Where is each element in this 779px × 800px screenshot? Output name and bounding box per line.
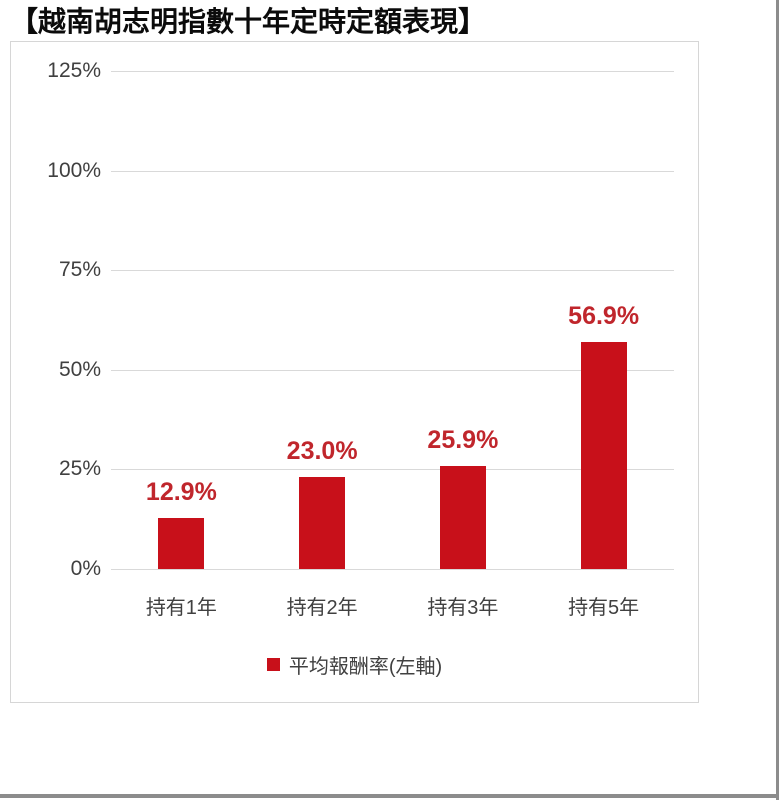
- y-axis-tick-label: 125%: [47, 59, 101, 82]
- y-axis-tick-label: 75%: [58, 258, 101, 282]
- page-title: 【越南胡志明指數十年定時定額表現】: [10, 5, 487, 38]
- bar: [439, 465, 486, 569]
- gridline: [111, 469, 674, 471]
- y-axis-tick-label: 50%: [58, 357, 101, 381]
- x-axis-category-label: 持有3年: [427, 597, 499, 619]
- gridline: [111, 170, 674, 172]
- bar-value-label: 12.9%: [145, 477, 217, 506]
- x-axis-category-label: 持有2年: [286, 597, 358, 619]
- gridline: [111, 71, 674, 72]
- bar-chart: 0% 25% 50% 75% 100% 125% 12.9% 持有1年 23.0% 持有2年 25.…: [10, 41, 699, 703]
- bar-value-label: 56.9%: [568, 302, 640, 331]
- y-axis-tick-label: 0%: [70, 557, 101, 580]
- legend-label: 平均報酬率(左軸): [288, 656, 443, 678]
- legend-swatch-icon: [266, 658, 280, 671]
- window-frame-bottom: [0, 794, 779, 798]
- gridline: [111, 369, 674, 371]
- bar-value-label: 23.0%: [286, 437, 358, 466]
- bar: [299, 477, 346, 569]
- x-axis-category-label: 持有5年: [568, 597, 640, 619]
- gridline: [111, 569, 674, 570]
- bar: [580, 342, 627, 569]
- gridline: [111, 270, 674, 272]
- y-axis-tick-label: 25%: [58, 457, 101, 481]
- window-frame-right: [776, 0, 779, 800]
- y-axis-tick-label: 100%: [47, 158, 101, 182]
- legend: 平均報酬率(左軸): [11, 650, 698, 679]
- bar-value-label: 25.9%: [427, 425, 499, 454]
- bar: [158, 517, 205, 569]
- x-axis-category-label: 持有1年: [145, 597, 217, 619]
